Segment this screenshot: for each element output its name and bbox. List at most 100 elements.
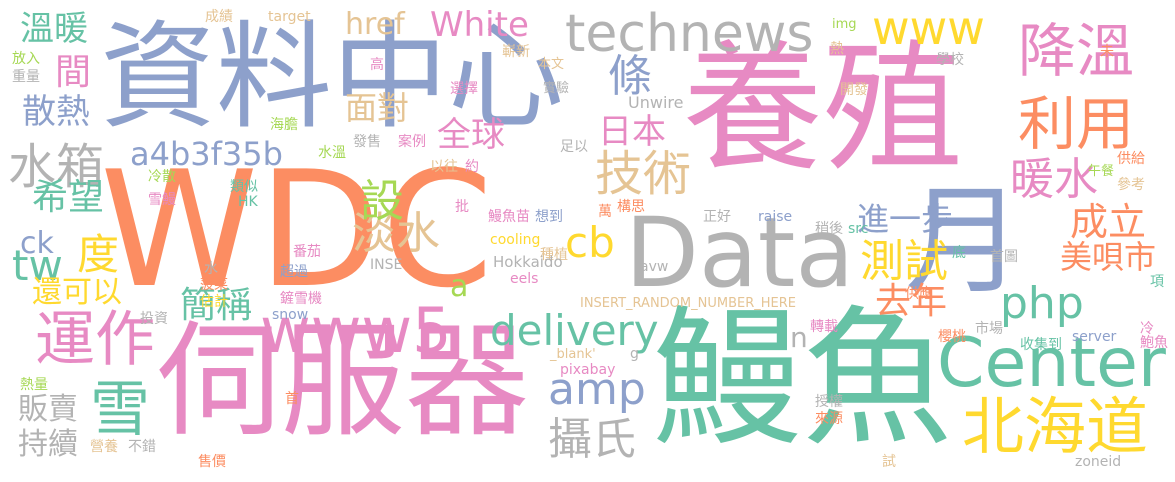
word-yangzhi: 養殖 (683, 28, 964, 191)
word-face: 面對 (345, 89, 410, 127)
word-snow-eel: 雪鰻 (148, 192, 176, 208)
word-ten-thousand: 萬 (598, 204, 612, 220)
word-continue: 持續 (18, 427, 78, 462)
word-snowplow: 鏟雪機 (280, 291, 322, 307)
word-sell: 販賣 (18, 392, 78, 427)
word-not-bad: 不錯 (128, 439, 156, 455)
word-hash: a4b3f35b (130, 135, 283, 173)
word-exceed: 超過 (280, 264, 308, 280)
word-ck: ck (20, 226, 54, 261)
word-snow-zh: 雪 (90, 375, 150, 445)
word-data: Data (625, 197, 855, 309)
word-data-center-zh: 資料中心 (100, 10, 564, 145)
word-supply: 供給 (1117, 151, 1145, 167)
word-water: 水 (204, 261, 218, 277)
word-choose: 選擇 (450, 81, 478, 97)
word-price: 售價 (198, 454, 226, 470)
word-establish: 成立 (1070, 200, 1147, 244)
word-similar: 類似 (230, 179, 258, 195)
word-cold: 冷 (1140, 321, 1154, 337)
word-tomato: 番茄 (293, 244, 321, 260)
word-degree: 度 (77, 230, 120, 279)
word-authorize: 授權 (815, 394, 843, 410)
word-case: 案例 (398, 134, 426, 150)
word-further: 進一步 (857, 200, 954, 238)
word-thought-of: 想到 (535, 209, 563, 225)
word-amp: amp (548, 364, 646, 415)
word-idea: 構思 (617, 199, 645, 215)
word-bibai: 美唄市 (1060, 238, 1157, 276)
word-set: 設 (360, 176, 404, 227)
word-inse: INSE (370, 257, 403, 273)
word-still-ok: 還可以 (32, 275, 122, 310)
word-cherry: 櫻桃 (938, 329, 966, 345)
word-a: a (450, 269, 469, 304)
word-white: White (430, 5, 529, 45)
word-new: 嶄新 (502, 44, 530, 60)
word-try: 試 (882, 454, 896, 470)
word-weight: 重量 (12, 69, 40, 85)
word-abalone: 鮑魚 (1140, 335, 1168, 351)
word-reference: 參考 (1117, 177, 1145, 193)
word-hk: HK (238, 194, 258, 210)
word-snow: snow (272, 307, 309, 323)
word-manyu: 鰻魚 (652, 293, 953, 467)
word-estimate: 估計 (200, 294, 228, 310)
word-pixabay: pixabay (560, 362, 616, 378)
word-elver: 鰻魚苗 (488, 209, 530, 225)
word-source: 來源 (815, 411, 843, 427)
word-target: target (268, 9, 311, 25)
word-about: 約 (465, 159, 479, 175)
word-server: server (1072, 329, 1117, 345)
word-use: 利用 (1018, 90, 1135, 158)
word-cooling: cooling (490, 232, 541, 248)
word-yunzuo: 運作 (35, 305, 155, 375)
word-header-image: 首圖 (990, 249, 1018, 265)
word-img: img (832, 17, 857, 32)
word-blank: _blank' (550, 347, 596, 362)
word-center: Center (937, 324, 1166, 403)
word-test: 測試 (860, 236, 948, 287)
word-n: n (790, 321, 808, 354)
word-celsius: 攝氏 (548, 414, 636, 465)
word-href: href (345, 7, 405, 42)
word-spinach: 菠菜 (200, 277, 228, 293)
word-release: 發售 (353, 134, 381, 150)
word-article: 本文 (538, 57, 565, 72)
word-score: 成績 (205, 9, 233, 25)
word-heat-dissipation: 散熱 (22, 92, 90, 132)
word-experiment: 實驗 (543, 81, 570, 96)
word-tech: 技術 (595, 146, 692, 202)
word-market: 市場 (975, 321, 1003, 337)
word-g: g (630, 346, 639, 362)
word-src: src (848, 221, 869, 237)
word-month: 月 (905, 172, 1024, 310)
word-delivery: delivery (490, 306, 659, 355)
word-batch: 批 (455, 199, 469, 215)
word-insert-random: INSERT_RANDOM_NUMBER_HERE (580, 296, 796, 311)
word-abbrev: 簡稱 (180, 285, 253, 326)
word-in-the-past: 以往 (430, 159, 458, 175)
word-reprint: 轉載 (810, 319, 838, 335)
word-hokkaido-zh: 北海道 (962, 390, 1149, 463)
word-zoneid: zoneid (1075, 454, 1122, 470)
word-heat: 熱 (830, 41, 844, 57)
word-heat-amount: 熱量 (20, 377, 48, 393)
word-bottom: 底 (952, 245, 966, 261)
word-not-yet: 未 (1100, 44, 1114, 60)
word-develop: 開發 (840, 82, 868, 98)
word-server-zh: 伺服器 (157, 310, 530, 454)
word-item: 項 (1150, 274, 1164, 290)
word-tiao: 條 (608, 51, 652, 102)
word-water-tank: 水箱 (8, 139, 105, 195)
word-tw: tw (12, 241, 63, 290)
word-warm-water: 暖水 (1010, 154, 1098, 205)
word-warm: 溫暖 (20, 9, 88, 49)
word-put-in: 放入 (12, 51, 40, 67)
word-cooling-zh: 降溫 (1018, 17, 1135, 85)
word-www5: www5 (260, 294, 452, 367)
word-hokkaido: Hokkaido (493, 253, 563, 271)
word-water-temp: 水溫 (318, 145, 346, 161)
word-avw: avw (640, 259, 669, 275)
